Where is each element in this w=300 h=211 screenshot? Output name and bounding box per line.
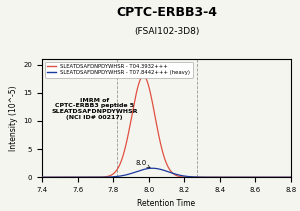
Text: IMRM of
CPTC-ERBB3 peptide 5
SLEATDSAFDNPDYWHSR
(NCI ID# 00217): IMRM of CPTC-ERBB3 peptide 5 SLEATDSAFDN… xyxy=(51,97,137,120)
Text: 8.0: 8.0 xyxy=(147,68,164,75)
X-axis label: Retention Time: Retention Time xyxy=(137,199,196,207)
Text: 8.0: 8.0 xyxy=(136,160,150,168)
Legend: SLEATDSAFDNPDYWHSR - T04.3932+++, SLEATDSAFDNPDYWHSR - T07.8442+++ (heavy): SLEATDSAFDNPDYWHSR - T04.3932+++, SLEATD… xyxy=(45,62,193,77)
Y-axis label: Intensity (10^-5): Intensity (10^-5) xyxy=(9,85,18,151)
Text: CPTC-ERBB3-4: CPTC-ERBB3-4 xyxy=(116,6,217,19)
Text: (FSAI102-3D8): (FSAI102-3D8) xyxy=(134,27,199,37)
